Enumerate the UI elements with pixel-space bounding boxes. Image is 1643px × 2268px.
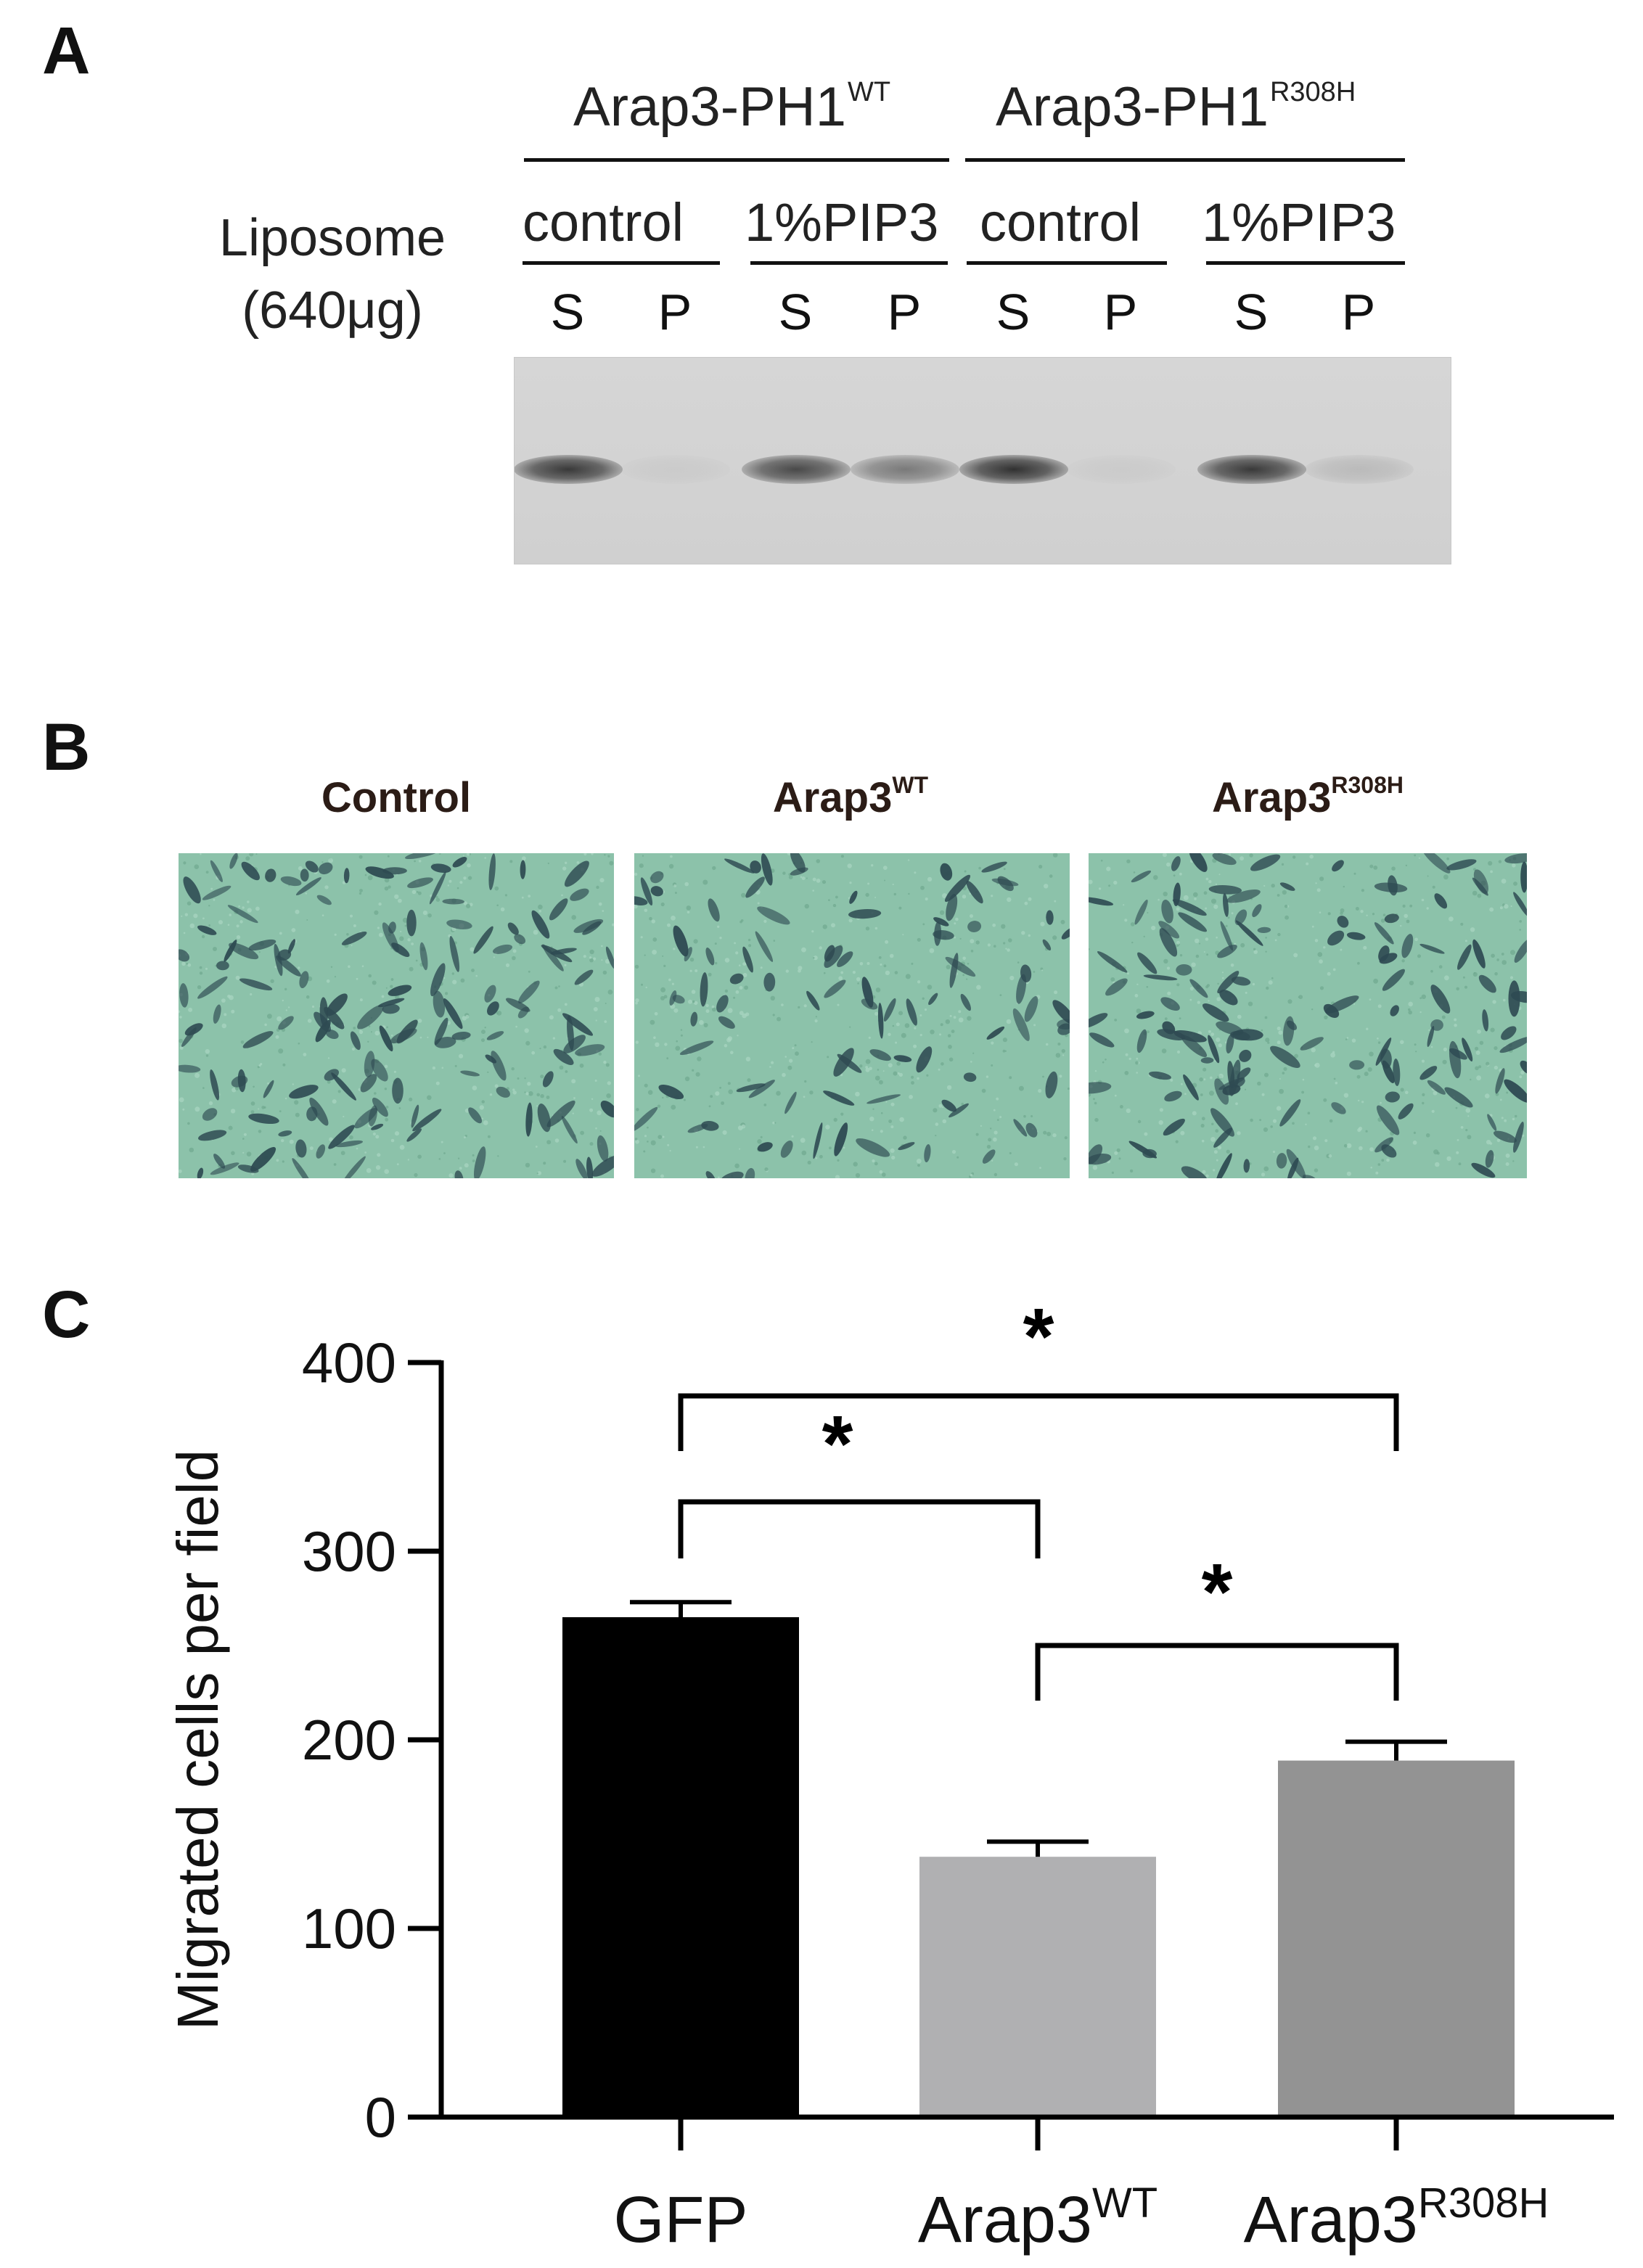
condition-label-1: control [523, 192, 684, 252]
panel-b-letter: B [42, 710, 91, 784]
micrograph-cells [1089, 853, 1527, 1178]
condition-rule-4 [1206, 261, 1405, 265]
blot-band [742, 455, 851, 484]
lane-label-3: S [778, 284, 813, 340]
x-tick-label: Arap3WT [918, 2179, 1158, 2256]
panel-a-letter: A [42, 14, 91, 88]
significance-bracket [678, 1393, 1399, 1451]
blot-band [851, 455, 959, 484]
lane-label-5: S [996, 284, 1031, 340]
construct-r308h-base: Arap3-PH1 [996, 76, 1269, 138]
western-blot-image [514, 357, 1451, 564]
micrograph-cells [634, 853, 1070, 1178]
construct-r308h-rule [965, 158, 1405, 162]
construct-r308h-sup: R308H [1269, 77, 1356, 107]
y-tick-label: 200 [302, 1708, 396, 1772]
construct-wt-sup: WT [847, 77, 891, 107]
micrograph-arap3-wt [634, 853, 1070, 1178]
micro-title-wt-sup: WT [892, 772, 929, 798]
micrograph-arap3-r308h [1089, 853, 1527, 1178]
micrograph-control [179, 853, 614, 1178]
liposome-label-line2: (640μg) [242, 282, 423, 340]
liposome-label: Liposome (640μg) [194, 202, 470, 347]
micro-title-control-base: Control [321, 774, 472, 821]
lane-label-1: S [550, 284, 585, 340]
condition-rule-3 [967, 261, 1167, 265]
significance-star: * [1202, 1548, 1233, 1637]
y-tick-label: 0 [365, 2085, 396, 2149]
blot-band [959, 455, 1068, 484]
bar [562, 1617, 799, 2117]
micro-title-control: Control [179, 772, 614, 822]
condition-label-3: control [980, 192, 1142, 252]
construct-wt-label: Arap3-PH1WT [573, 75, 890, 139]
micro-title-wt-base: Arap3 [772, 774, 893, 821]
condition-rule-1 [523, 261, 720, 265]
significance-bracket [678, 1499, 1041, 1558]
condition-label-2: 1%PIP3 [745, 192, 939, 252]
lane-label-6: P [1103, 284, 1138, 340]
lane-label-7: S [1234, 284, 1269, 340]
x-tick-label: Arap3R308H [1244, 2179, 1549, 2256]
bar-chart: 0 100 200 300 400 GFP Arap3WT Arap3R308H Migrate… [165, 1292, 1614, 2256]
construct-wt-base: Arap3-PH1 [573, 76, 846, 138]
blot-band [515, 455, 623, 484]
panel-c-letter: C [42, 1278, 91, 1352]
significance-star: * [1023, 1292, 1054, 1381]
significance-bracket [1035, 1643, 1399, 1701]
micro-title-r308h-sup: R308H [1331, 772, 1404, 798]
blot-band [621, 455, 730, 484]
micro-title-r308h-base: Arap3 [1211, 774, 1332, 821]
bar [919, 1857, 1156, 2117]
significance-star: * [822, 1400, 853, 1489]
lane-label-8: P [1341, 284, 1376, 340]
bar [1278, 1760, 1515, 2117]
y-tick-label: 400 [302, 1331, 396, 1394]
blot-band [1067, 455, 1176, 484]
liposome-label-line1: Liposome [218, 209, 446, 267]
blot-band [1197, 455, 1306, 484]
y-tick-label: 300 [302, 1519, 396, 1583]
blot-band [1305, 455, 1414, 484]
micrograph-cells [179, 853, 614, 1178]
y-axis-label: Migrated cells per field [165, 1450, 230, 2030]
micro-title-wt: Arap3WT [633, 772, 1068, 822]
condition-rule-2 [750, 261, 948, 265]
x-tick-label: GFP [613, 2184, 747, 2256]
lane-label-4: P [887, 284, 922, 340]
construct-wt-rule [524, 158, 949, 162]
y-tick-label: 100 [302, 1897, 396, 1960]
micro-title-r308h: Arap3R308H [1089, 772, 1527, 822]
condition-label-4: 1%PIP3 [1202, 192, 1396, 252]
construct-r308h-label: Arap3-PH1R308H [996, 75, 1356, 139]
lane-label-2: P [657, 284, 692, 340]
